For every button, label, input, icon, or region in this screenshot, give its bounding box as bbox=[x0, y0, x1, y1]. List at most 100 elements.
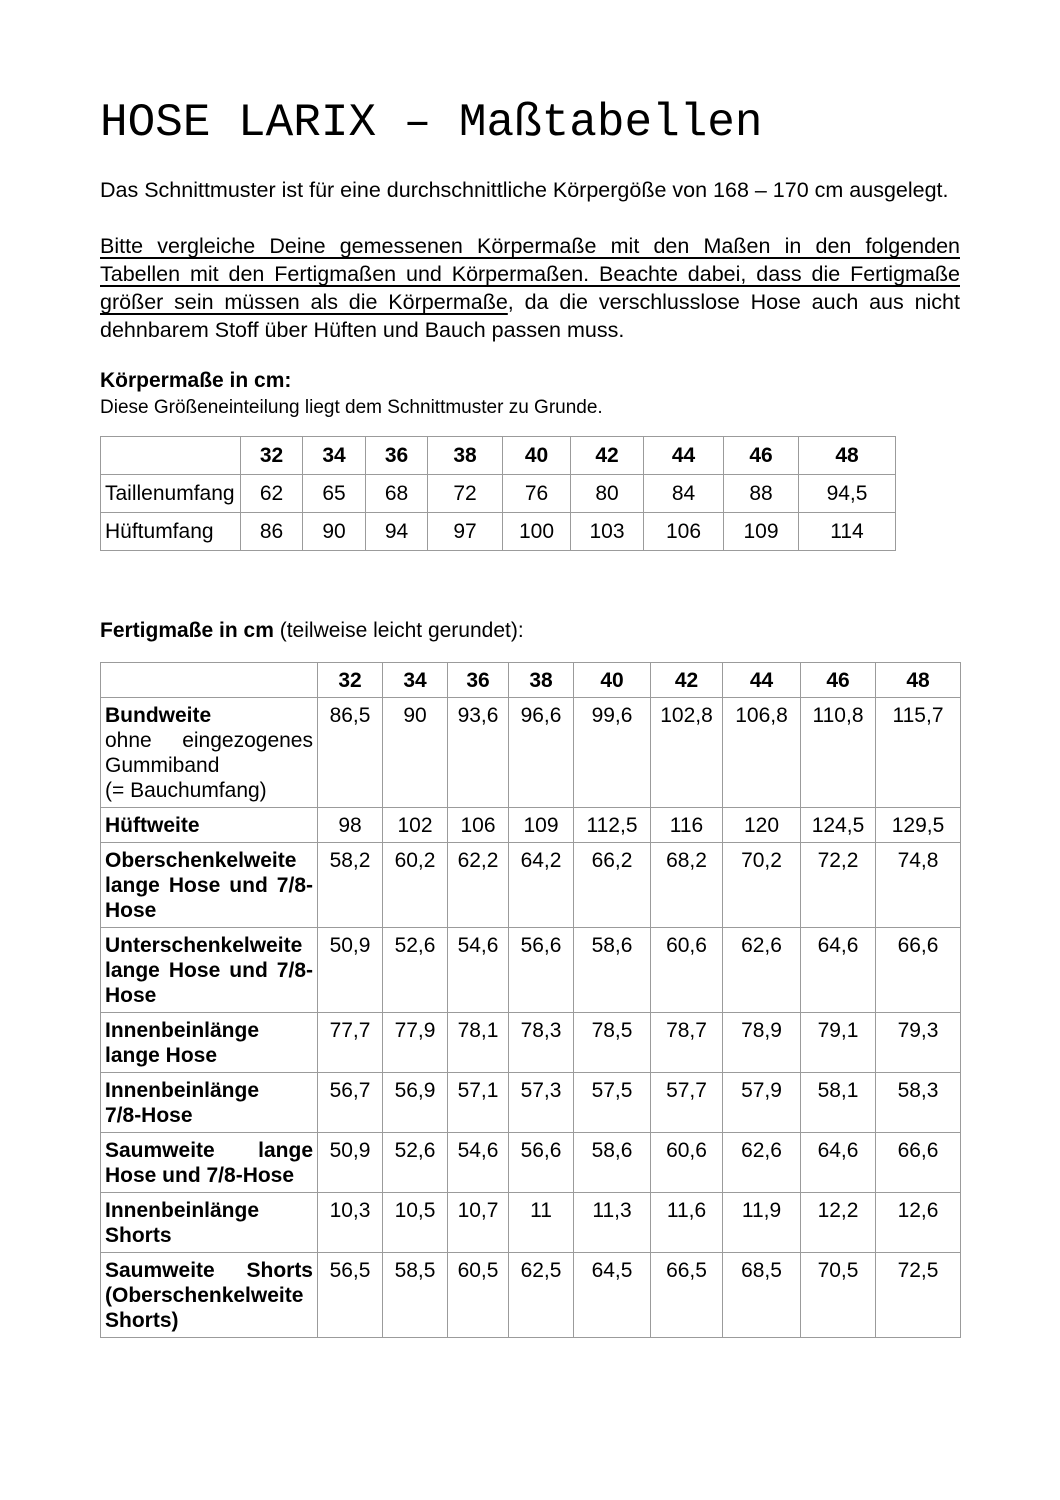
measure-value: 116 bbox=[650, 807, 723, 843]
measure-value: 109 bbox=[508, 807, 574, 843]
measure-value: 66,5 bbox=[650, 1252, 723, 1338]
measure-value: 100 bbox=[502, 512, 571, 551]
measure-label-line: lange Hose bbox=[105, 1044, 218, 1067]
size-column-header: 40 bbox=[573, 662, 651, 698]
measure-value: 64,6 bbox=[800, 927, 876, 1013]
measure-value: 60,6 bbox=[650, 927, 723, 1013]
measure-label-line: Hose bbox=[105, 899, 157, 922]
measure-value: 90 bbox=[302, 512, 366, 551]
table-row: Saumweite Shorts (Oberschenkelweite Shorts… bbox=[100, 1252, 961, 1338]
measure-label-line: Hüftumfang bbox=[105, 520, 214, 543]
measure-value: 124,5 bbox=[800, 807, 876, 843]
measure-value: 52,6 bbox=[382, 1132, 448, 1193]
size-column-header: 48 bbox=[798, 436, 896, 475]
measure-label-line: Shorts) bbox=[105, 1309, 179, 1332]
intro-paragraph: Das Schnittmuster ist für eine durchschn… bbox=[100, 178, 949, 202]
measure-value: 120 bbox=[722, 807, 801, 843]
measure-value: 68,2 bbox=[650, 842, 723, 928]
koerpermasse-subheading: Diese Größeneinteilung liegt dem Schnitt… bbox=[100, 397, 603, 418]
size-column-header: 42 bbox=[650, 662, 723, 698]
size-column-header: 36 bbox=[365, 436, 428, 475]
measure-value: 64,6 bbox=[800, 1132, 876, 1193]
measure-label-line: Innenbeinlänge bbox=[105, 1199, 260, 1222]
measure-value: 11,3 bbox=[573, 1192, 651, 1253]
measure-label-line: Saumweite lange bbox=[105, 1139, 313, 1162]
size-header-row: 32 34 36 38 40 42 44 46 48 bbox=[100, 662, 961, 698]
measure-value: 50,9 bbox=[317, 1132, 383, 1193]
size-column-header: 44 bbox=[643, 436, 724, 475]
measure-label-line: lange Hose und 7/8- bbox=[105, 874, 313, 897]
measure-label-line: Taillenumfang bbox=[105, 482, 235, 505]
measure-value: 110,8 bbox=[800, 697, 876, 808]
empty-corner-cell bbox=[100, 436, 241, 475]
measure-value: 57,1 bbox=[447, 1072, 509, 1133]
measure-label-line: Hose bbox=[105, 984, 157, 1007]
measure-value: 129,5 bbox=[875, 807, 961, 843]
measure-value: 60,6 bbox=[650, 1132, 723, 1193]
measure-value: 62,6 bbox=[722, 1132, 801, 1193]
measure-value: 56,5 bbox=[317, 1252, 383, 1338]
measure-value: 76 bbox=[502, 474, 571, 513]
measure-value: 57,7 bbox=[650, 1072, 723, 1133]
measure-value: 62 bbox=[240, 474, 303, 513]
size-column-header: 40 bbox=[502, 436, 571, 475]
measure-value: 79,1 bbox=[800, 1012, 876, 1073]
measure-value: 58,5 bbox=[382, 1252, 448, 1338]
table-row: Unterschenkelweite lange Hose und 7/8- Hos… bbox=[100, 927, 961, 1013]
measure-value: 56,6 bbox=[508, 1132, 574, 1193]
measure-value: 68 bbox=[365, 474, 428, 513]
size-column-header: 38 bbox=[508, 662, 574, 698]
measure-value: 78,1 bbox=[447, 1012, 509, 1073]
measure-value: 11,6 bbox=[650, 1192, 723, 1253]
measure-label: Innenbeinlänge 7/8-Hose bbox=[100, 1072, 318, 1133]
size-column-header: 34 bbox=[382, 662, 448, 698]
measure-value: 57,3 bbox=[508, 1072, 574, 1133]
measure-label: Taillenumfang bbox=[100, 474, 241, 513]
measure-label: Bundweite ohne eingezogenes Gummiband (= Ba… bbox=[100, 697, 318, 808]
measure-label-line: Hose und 7/8-Hose bbox=[105, 1164, 295, 1187]
measure-value: 50,9 bbox=[317, 927, 383, 1013]
measure-value: 109 bbox=[723, 512, 799, 551]
advice-underlined-text: Bitte vergleiche Deine gemessenen Körper… bbox=[100, 234, 960, 314]
measure-label: Saumweite lange Hose und 7/8-Hose bbox=[100, 1132, 318, 1193]
page-title: HOSE LARIX – Maßtabellen bbox=[100, 97, 763, 149]
table-row: Innenbeinlänge lange Hose 77,7 77,9 78,1 78,3… bbox=[100, 1012, 961, 1073]
measure-value: 68,5 bbox=[722, 1252, 801, 1338]
measure-value: 56,6 bbox=[508, 927, 574, 1013]
measure-value: 86 bbox=[240, 512, 303, 551]
size-column-header: 48 bbox=[875, 662, 961, 698]
measure-value: 90 bbox=[382, 697, 448, 808]
measure-value: 78,7 bbox=[650, 1012, 723, 1073]
measure-value: 102 bbox=[382, 807, 448, 843]
size-column-header: 32 bbox=[240, 436, 303, 475]
measure-value: 88 bbox=[723, 474, 799, 513]
measure-label-line: lange Hose und 7/8- bbox=[105, 959, 313, 982]
measure-value: 106 bbox=[643, 512, 724, 551]
size-column-header: 46 bbox=[723, 436, 799, 475]
measure-value: 10,3 bbox=[317, 1192, 383, 1253]
measure-value: 80 bbox=[570, 474, 644, 513]
measure-value: 96,6 bbox=[508, 697, 574, 808]
measure-value: 58,2 bbox=[317, 842, 383, 928]
measure-label: Innenbeinlänge lange Hose bbox=[100, 1012, 318, 1073]
measure-value: 77,7 bbox=[317, 1012, 383, 1073]
measure-value: 66,2 bbox=[573, 842, 651, 928]
empty-corner-cell bbox=[100, 662, 318, 698]
measure-label-line: Innenbeinlänge bbox=[105, 1079, 260, 1102]
measure-label: Saumweite Shorts (Oberschenkelweite Shorts… bbox=[100, 1252, 318, 1338]
measure-value: 78,9 bbox=[722, 1012, 801, 1073]
measure-label: Hüftumfang bbox=[100, 512, 241, 551]
measure-value: 62,6 bbox=[722, 927, 801, 1013]
size-column-header: 34 bbox=[302, 436, 366, 475]
table-row: Bundweite ohne eingezogenes Gummiband (= Ba… bbox=[100, 697, 961, 808]
measure-value: 72,2 bbox=[800, 842, 876, 928]
size-column-header: 32 bbox=[317, 662, 383, 698]
measure-label-line: (Oberschenkelweite bbox=[105, 1284, 304, 1307]
measure-value: 62,5 bbox=[508, 1252, 574, 1338]
measure-label-line: Shorts bbox=[105, 1224, 172, 1247]
measure-value: 64,5 bbox=[573, 1252, 651, 1338]
measure-sublabel-line: Gummiband bbox=[105, 754, 220, 777]
measure-value: 10,5 bbox=[382, 1192, 448, 1253]
measure-value: 112,5 bbox=[573, 807, 651, 843]
measure-value: 97 bbox=[427, 512, 503, 551]
